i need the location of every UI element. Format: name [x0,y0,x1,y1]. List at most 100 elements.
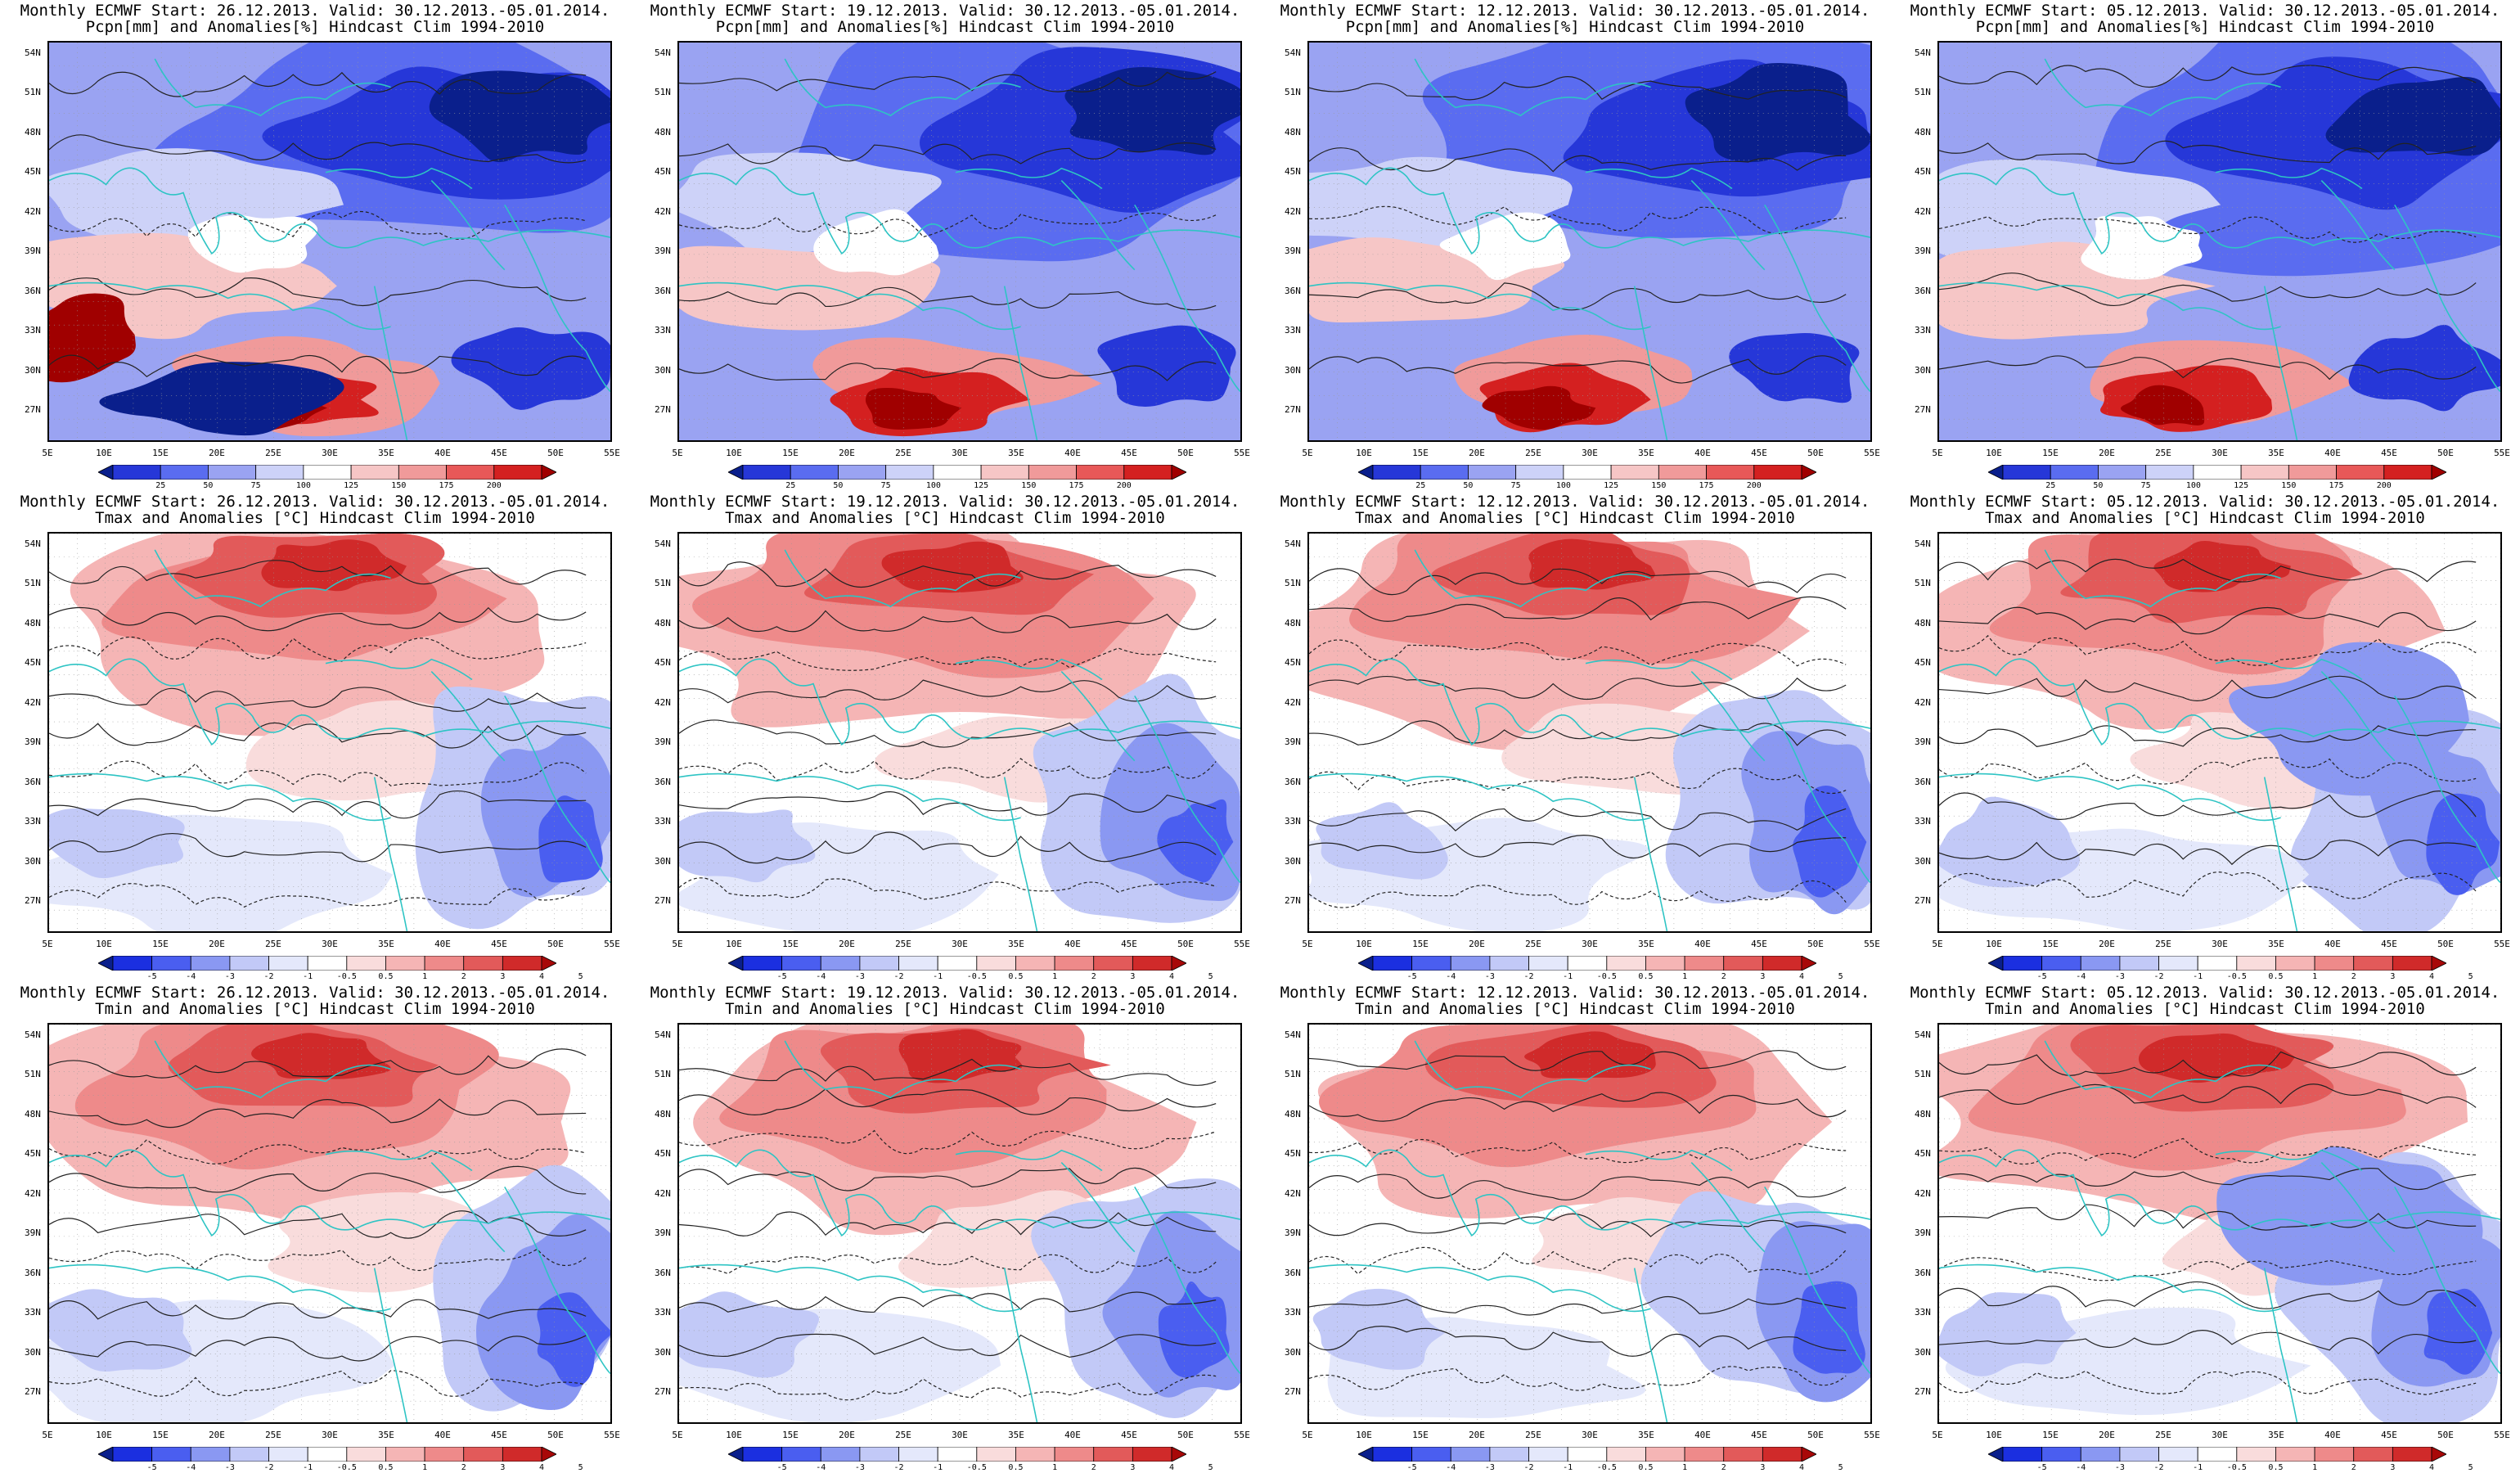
panel-title: Monthly ECMWF Start: 19.12.2013. Valid: … [650,984,1240,1002]
color-scale-tick-label: 0.5 [1008,972,1024,981]
color-scale-tick-label: 3 [1760,972,1766,981]
longitude-tick-label: 30E [1582,939,1598,949]
color-scale-swatch [151,1447,191,1462]
color-scale-swatch [2431,465,2446,480]
longitude-tick-label: 50E [1807,939,1824,949]
panel-title: Monthly ECMWF Start: 12.12.2013. Valid: … [1280,493,1870,511]
color-scale-tick-label: -3 [224,972,235,981]
latitude-tick-label: 30N [1285,855,1301,867]
latitude-tick-label: 45N [655,166,671,178]
coastline-border [1414,58,1651,117]
latitude-tick-label: 39N [655,246,671,257]
color-scale-swatch [541,1447,556,1462]
isoline-contour [679,71,1217,92]
longitude-tick-label: 10E [726,1430,742,1440]
color-scale-tick-label: 0.5 [1008,1463,1024,1472]
anomaly-map [1307,1023,1872,1424]
longitude-tick-label: 35E [378,1430,394,1440]
color-scale-tick-label: 4 [1798,1463,1805,1472]
latitude-tick-label: 36N [1285,776,1301,787]
color-scale-swatch [1645,1447,1685,1462]
color-scale-swatch [1054,956,1095,971]
color-scale-tick-label: 0.5 [1638,972,1654,981]
latitude-tick-label: 48N [25,126,41,137]
longitude-tick-label: 20E [839,939,855,949]
color-scale-swatch [190,956,231,971]
color-scale-swatch [1358,465,1374,480]
color-scale-tick-label: 175 [1699,481,1714,490]
longitude-tick-label: 10E [726,939,742,949]
coastline-border [1939,773,2281,822]
latitude-tick-label: 48N [1285,126,1301,137]
color-scale-swatch [229,1447,269,1462]
color-scale-swatch [346,1447,386,1462]
color-scale-swatch [1528,956,1568,971]
color-scale-swatch [1411,1447,1451,1462]
isoline-contour [1309,282,1847,311]
color-scale-swatch [1723,956,1763,971]
longitude-tick-label: 15E [152,448,169,458]
longitude-tick-label: 5E [1932,1430,1943,1440]
color-scale-bar [1988,465,2446,480]
coastline-border [2320,671,2396,762]
color-scale-swatch [112,465,161,480]
coastline-border [1585,167,1733,190]
anomaly-map [677,532,1242,933]
anomaly-field-region [2229,642,2469,796]
coastline-border [1134,1186,1240,1375]
forecast-panel: Monthly ECMWF Start: 26.12.2013. Valid: … [0,0,630,491]
longitude-tick-label: 25E [2155,448,2171,458]
isoline-contour [49,1165,587,1195]
latitude-tick-label: 39N [1915,246,1931,257]
coastline-border [1134,204,1240,393]
anomaly-field-region [538,795,603,883]
isoline-contour [679,877,1217,900]
longitude-tick-label: 15E [152,1430,169,1440]
latitude-tick-label: 48N [1915,126,1931,137]
latitude-tick-label: 42N [655,205,671,217]
isoline-contour [49,277,587,307]
latitude-tick-label: 42N [1915,696,1931,708]
panel-subtitle: Tmin and Anomalies [°C] Hindcast Clim 19… [1985,1000,2425,1018]
color-scale-tick-label: -4 [816,1463,826,1472]
longitude-tick-label: 5E [1302,448,1313,458]
color-scale-tick-label: -1 [1563,1463,1573,1472]
color-scale-tick-label: 175 [1069,481,1084,490]
color-scale-tick-label: 150 [1021,481,1037,490]
forecast-panel: Monthly ECMWF Start: 26.12.2013. Valid: … [0,982,630,1473]
longitude-tick-label: 45E [2381,1430,2397,1440]
color-scale-tick-label: 5 [1838,972,1843,981]
coastline-border [2320,180,2396,271]
color-scale-tick-label: 25 [2045,481,2056,490]
color-scale-tick-label: -3 [2114,1463,2125,1472]
longitude-tick-label: 20E [1469,939,1485,949]
latitude-tick-label: 39N [1285,246,1301,257]
color-scale-swatch [2353,1447,2393,1462]
longitude-tick-label: 5E [1932,939,1943,949]
longitude-tick-label: 25E [2155,939,2171,949]
color-scale-swatch [1372,465,1421,480]
longitude-tick-label: 5E [1302,939,1313,949]
color-scale-tick-label: 0.5 [2268,972,2284,981]
color-scale-swatch [2145,465,2194,480]
anomaly-field-region [1439,212,1571,281]
coastline-border [1309,658,1870,746]
longitude-tick-label: 45E [2381,939,2397,949]
color-scale-swatch [208,465,257,480]
latitude-tick-label: 27N [1285,895,1301,907]
longitude-tick-label: 25E [265,448,281,458]
color-scale-swatch [1988,465,2004,480]
longitude-tick-label: 30E [322,939,338,949]
coastline-border [1633,286,1668,440]
longitude-tick-label: 50E [547,939,564,949]
color-scale-swatch [898,956,938,971]
color-scale-swatch [1762,956,1802,971]
color-scale-tick-label: 0.5 [378,1463,394,1472]
longitude-tick-label: 45E [1751,939,1767,949]
longitude-tick-label: 25E [1525,939,1541,949]
longitude-tick-label: 35E [2268,448,2284,458]
color-scale-tick-label: 125 [2234,481,2249,490]
coastline-border [1585,658,1733,681]
color-scale-bar [728,465,1186,480]
latitude-tick-label: 51N [1915,1069,1931,1080]
